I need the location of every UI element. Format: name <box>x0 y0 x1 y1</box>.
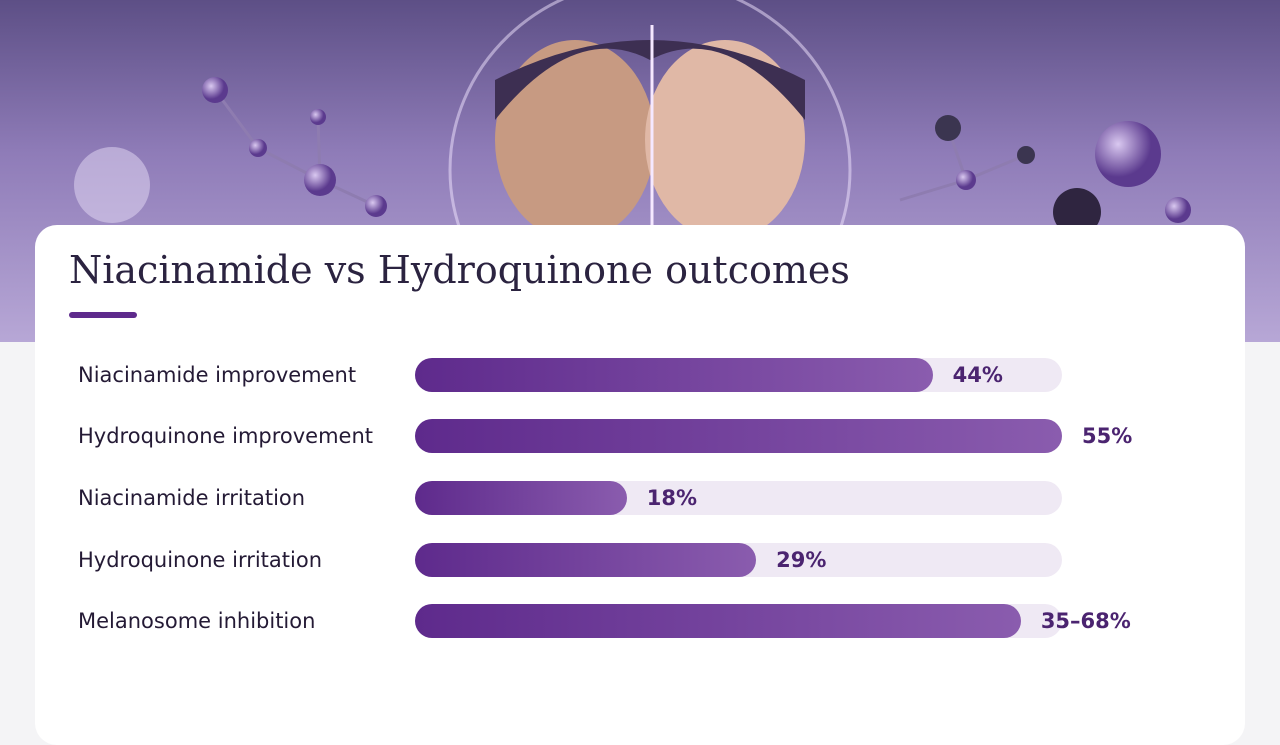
bar <box>415 604 1021 638</box>
bar <box>415 419 1062 453</box>
chart-title: Niacinamide vs Hydroquinone outcomes <box>69 248 850 292</box>
category-label: Hydroquinone irritation <box>78 548 323 572</box>
value-label: 18% <box>646 486 697 510</box>
category-label: Niacinamide irritation <box>78 486 306 510</box>
bar <box>415 543 757 577</box>
bar <box>415 481 627 515</box>
value-label: 35–68% <box>1040 609 1131 633</box>
bar <box>415 358 933 392</box>
title-accent <box>69 312 137 318</box>
value-label: 55% <box>1082 424 1133 448</box>
value-label: 44% <box>952 363 1003 387</box>
category-label: Melanosome inhibition <box>78 609 316 633</box>
category-label: Niacinamide improvement <box>78 363 357 387</box>
category-label: Hydroquinone improvement <box>78 424 374 448</box>
hero-art <box>74 0 1191 342</box>
value-label: 29% <box>776 548 827 572</box>
